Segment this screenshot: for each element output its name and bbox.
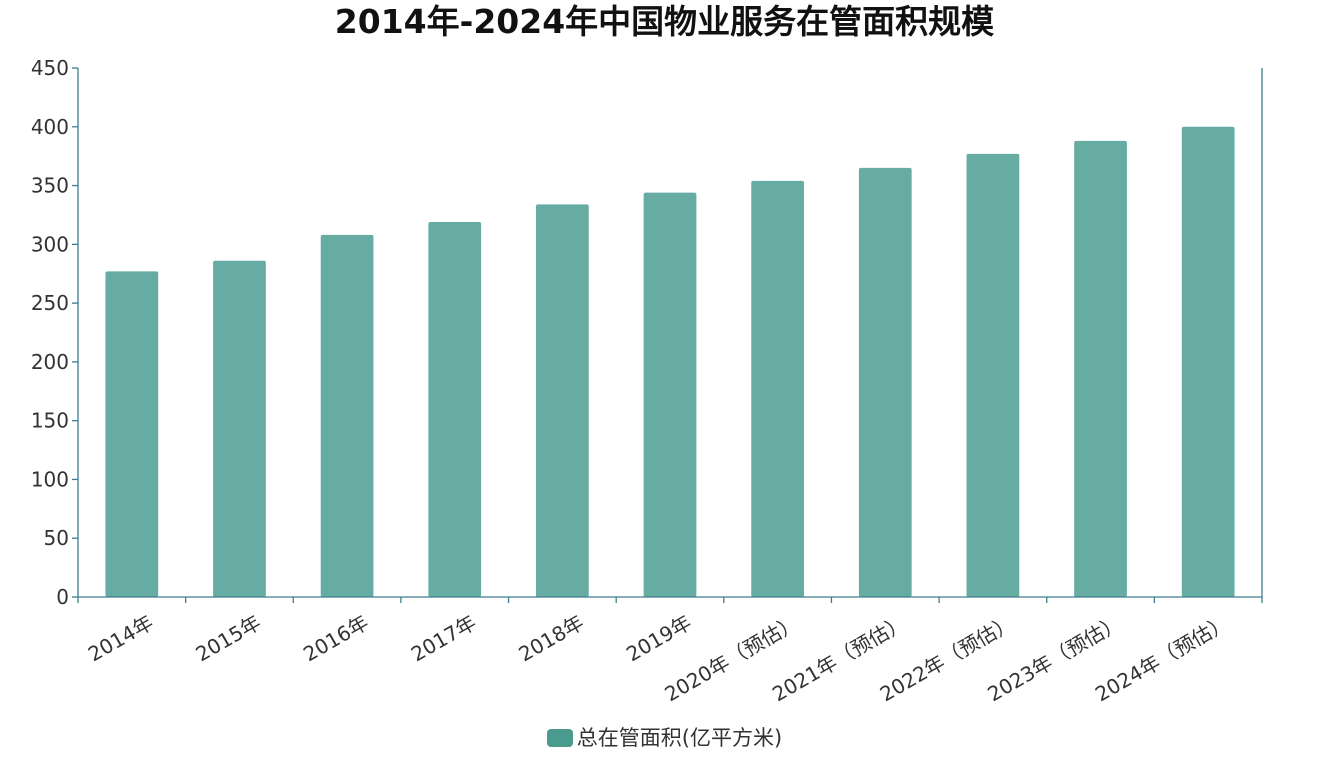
legend[interactable]: 总在管面积(亿平方米): [0, 724, 1329, 752]
y-tick-label: 200: [31, 350, 69, 374]
y-tick-label: 250: [31, 291, 69, 315]
chart-title: 2014年-2024年中国物业服务在管面积规模: [334, 2, 995, 41]
y-axis-ticks: 0 50 100 150 200 250 300 350 400 450: [31, 56, 78, 609]
y-tick-label: 350: [31, 174, 69, 198]
bar[interactable]: [751, 180, 805, 597]
bar[interactable]: [1181, 126, 1235, 598]
x-axis-ticks: 2014年 2015年 2016年 2017年 2018年 2019年2020年（预估）2…: [77, 597, 1263, 706]
y-tick-label: 50: [44, 526, 69, 550]
y-tick-label: 150: [31, 409, 69, 433]
legend-label: 总在管面积(亿平方米): [576, 726, 783, 750]
x-tick-label: 2017年: [407, 610, 480, 666]
bar[interactable]: [535, 204, 589, 597]
x-tick-label: 2014年: [84, 610, 157, 666]
y-tick-label: 400: [31, 115, 69, 139]
y-tick-label: 100: [31, 467, 69, 491]
x-tick-label: 2019年: [622, 610, 695, 666]
legend-swatch: [546, 729, 573, 747]
y-tick-label: 0: [56, 585, 69, 609]
bar[interactable]: [1074, 140, 1127, 597]
bars: [105, 126, 1235, 598]
y-tick-label: 450: [31, 56, 69, 80]
bar[interactable]: [858, 167, 912, 597]
x-tick-label: 2018年: [514, 610, 587, 666]
x-tick-label: 2015年: [192, 610, 265, 666]
bar[interactable]: [105, 271, 159, 597]
bar[interactable]: [213, 260, 266, 597]
y-tick-label: 300: [31, 232, 69, 256]
x-tick-label: 2016年: [299, 610, 372, 666]
bar[interactable]: [320, 234, 374, 597]
bar[interactable]: [966, 153, 1020, 597]
bar[interactable]: [428, 221, 482, 597]
bar[interactable]: [643, 192, 697, 597]
